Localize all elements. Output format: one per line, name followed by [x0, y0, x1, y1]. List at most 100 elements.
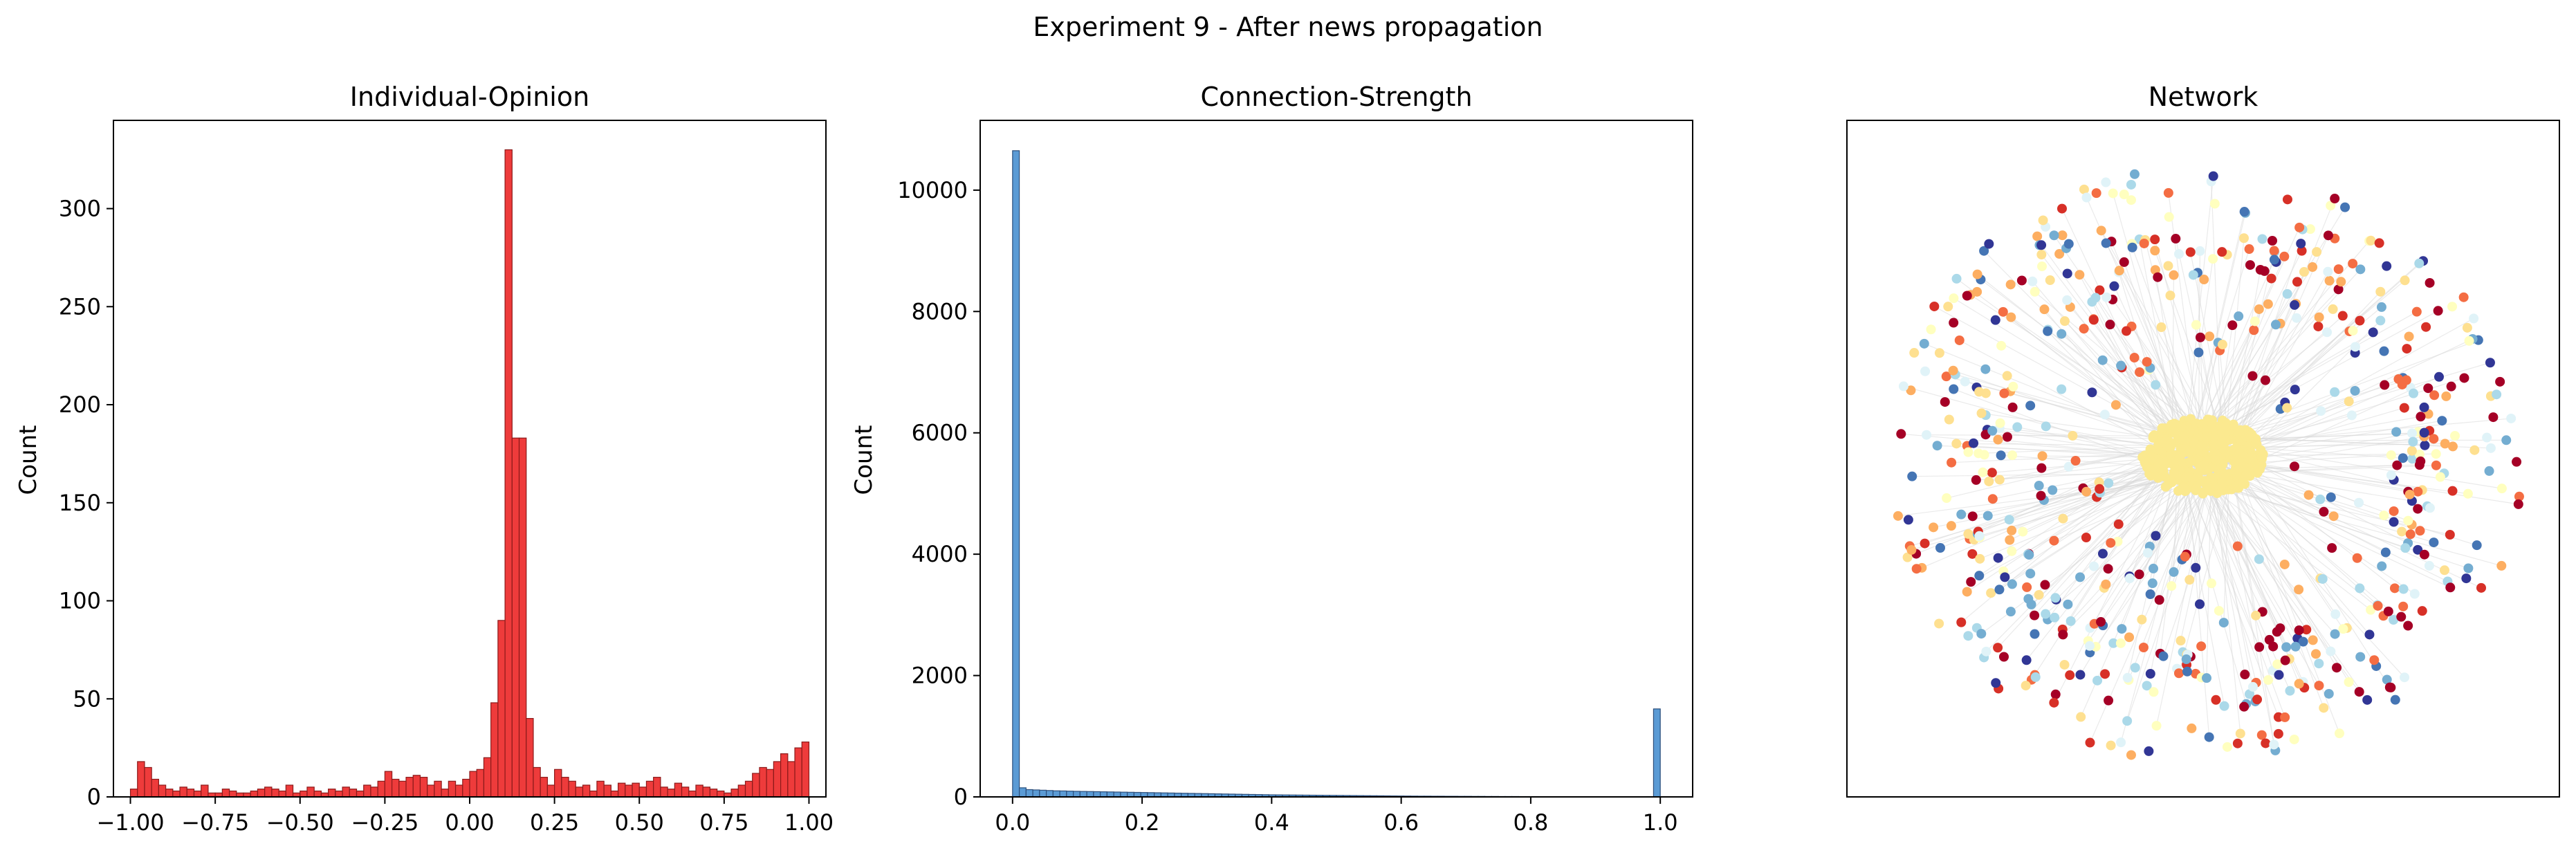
network-node	[2355, 264, 2366, 275]
network-node	[2244, 689, 2254, 699]
network-node	[1949, 384, 1959, 394]
network-node	[2383, 606, 2393, 616]
network-edge	[2062, 477, 2219, 635]
network-node	[1926, 324, 1936, 335]
network-node	[1994, 585, 2005, 595]
network-edge	[2228, 320, 2360, 439]
network-node	[1987, 468, 1997, 478]
network-node	[2012, 422, 2023, 432]
histogram-bar	[384, 771, 393, 798]
network-node	[2263, 675, 2274, 686]
network-graph: Network	[1846, 82, 2560, 798]
network-node	[2281, 642, 2292, 652]
histogram-bar	[589, 790, 598, 798]
network-core-node	[2148, 433, 2158, 443]
network-core-node	[2245, 453, 2256, 463]
network-node	[2415, 526, 2425, 536]
histogram-bar	[709, 789, 718, 798]
network-node	[2416, 456, 2426, 466]
network-node	[2139, 238, 2149, 248]
network-edge	[2200, 227, 2300, 442]
network-node	[2417, 606, 2427, 616]
network-node	[2268, 641, 2279, 652]
network-node	[2039, 304, 2050, 315]
network-edge	[2053, 461, 2177, 704]
histogram-bar	[603, 784, 611, 798]
network-node	[2319, 703, 2329, 713]
network-node	[2485, 358, 2495, 368]
network-edge	[2233, 477, 2274, 745]
histogram-bar	[193, 790, 202, 798]
histogram-bar	[158, 784, 167, 798]
network-node	[2435, 472, 2445, 482]
network-node	[2398, 601, 2409, 612]
histogram-bar	[398, 780, 407, 798]
histogram-bar	[561, 777, 569, 798]
network-node	[1949, 293, 1959, 304]
network-node	[2469, 313, 2479, 324]
network-node	[2114, 266, 2124, 276]
y-tick-label: 10000	[897, 177, 968, 203]
network-node	[2036, 463, 2047, 473]
network-node	[2058, 513, 2068, 524]
network-node	[2431, 449, 2441, 459]
network-core-cluster	[2137, 414, 2268, 499]
network-node	[1920, 366, 1931, 376]
network-node	[2058, 629, 2068, 640]
network-node	[2400, 672, 2410, 683]
network-node	[2346, 410, 2357, 421]
network-node	[1996, 450, 2006, 461]
histogram-bar	[490, 702, 499, 798]
network-node	[1972, 269, 1982, 279]
y-tick-label: 100	[59, 588, 101, 614]
network-node	[2126, 179, 2136, 190]
network-node	[2137, 614, 2147, 625]
histogram-bar	[780, 753, 789, 798]
network-node	[2431, 460, 2441, 470]
network-node	[2184, 575, 2195, 585]
network-core-node	[2153, 439, 2164, 450]
network-core-node	[2176, 421, 2187, 432]
network-core-node	[2175, 450, 2186, 460]
y-tick-label: 150	[59, 490, 101, 516]
histogram-bar	[271, 789, 279, 798]
network-node	[2290, 461, 2300, 472]
histogram-bar	[257, 789, 266, 798]
network-edge	[1915, 447, 2184, 555]
network-node	[2175, 636, 2186, 646]
network-node	[2292, 277, 2303, 287]
network-node	[1975, 553, 1985, 564]
network-node	[1949, 318, 1959, 328]
network-node	[2144, 746, 2154, 756]
histogram-bar	[737, 784, 746, 798]
network-core-node	[2233, 427, 2243, 437]
network-node	[2269, 246, 2279, 256]
x-tick-label: 1.00	[784, 809, 834, 836]
network-node	[2036, 490, 2046, 501]
connection-title: Connection-Strength	[1200, 82, 1472, 112]
histogram-bar	[370, 787, 378, 798]
network-node	[2407, 454, 2418, 464]
y-tick-label: 0	[87, 784, 101, 810]
network-node	[1986, 588, 1996, 598]
histogram-bar	[221, 789, 230, 798]
network-node	[2113, 519, 2124, 529]
network-node	[2411, 306, 2422, 317]
network-node	[2002, 371, 2012, 381]
network-node	[1920, 538, 1930, 549]
network-node	[1940, 397, 1950, 407]
network-node	[2021, 655, 2032, 665]
network-node	[2199, 275, 2209, 285]
network-node	[2097, 355, 2108, 365]
network-node	[2333, 264, 2344, 275]
network-node	[2513, 499, 2523, 509]
network-node	[2294, 585, 2304, 595]
network-node	[2333, 284, 2344, 295]
network-core-node	[2236, 457, 2246, 468]
network-node	[2408, 436, 2418, 447]
histogram-bar	[285, 784, 294, 798]
network-node	[2130, 663, 2140, 673]
network-node	[2382, 674, 2392, 685]
y-tick-label: 2000	[912, 663, 968, 689]
network-edge	[1977, 274, 2192, 445]
